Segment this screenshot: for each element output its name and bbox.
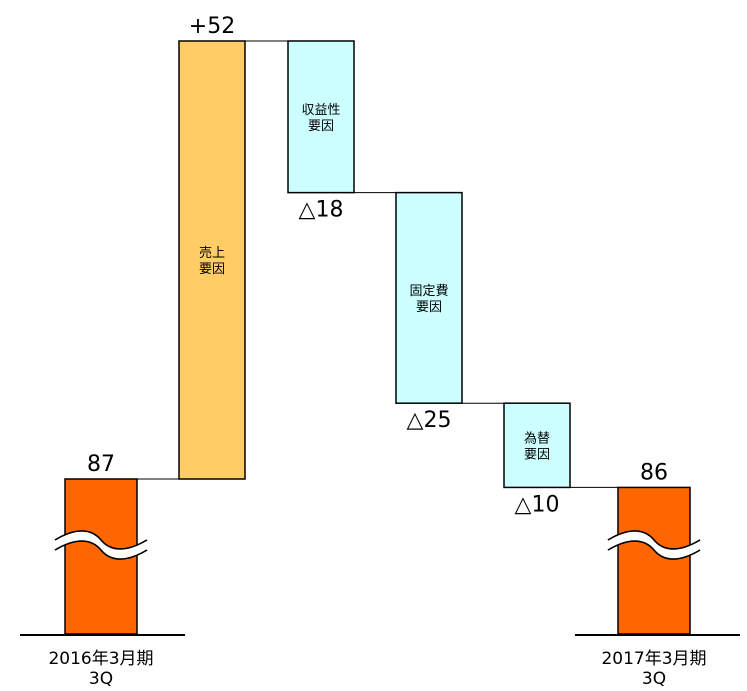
bar-6 — [617, 486, 691, 635]
data-label: 87 — [87, 452, 115, 477]
bar-inner-label: 売上要因 — [199, 245, 225, 277]
data-label: △25 — [407, 408, 452, 433]
bar-inner-label: 収益性要因 — [301, 103, 340, 134]
axis-break-line — [54, 530, 148, 550]
bar-inner-label: 固定費要因 — [409, 284, 448, 315]
x-tick-label: 2016年3月期 3Q — [48, 649, 153, 689]
data-label: 86 — [640, 460, 668, 485]
bar-5 — [503, 402, 571, 489]
axis-break-line — [607, 540, 701, 560]
axis-break-line — [54, 540, 148, 560]
bar-3 — [287, 40, 355, 194]
x-tick-label: 2017年3月期 3Q — [601, 649, 706, 689]
bar-inner-label: 為替要因 — [524, 430, 550, 462]
bar-2 — [178, 40, 246, 480]
data-label: △10 — [515, 492, 560, 517]
data-label: △18 — [299, 198, 344, 223]
axis-break-gap — [608, 531, 700, 559]
data-label: +52 — [189, 14, 235, 39]
axis-break-line — [607, 530, 701, 550]
axis-break-gap — [55, 531, 147, 559]
bar-4 — [395, 191, 463, 404]
